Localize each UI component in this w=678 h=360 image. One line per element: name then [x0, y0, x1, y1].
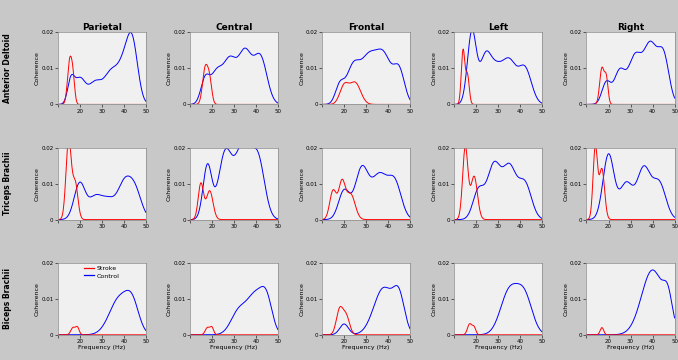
Text: Biceps Brachii: Biceps Brachii	[3, 268, 12, 329]
Y-axis label: Coherence: Coherence	[167, 51, 172, 85]
Title: Parietal: Parietal	[82, 23, 121, 32]
Y-axis label: Coherence: Coherence	[299, 282, 304, 316]
Y-axis label: Coherence: Coherence	[563, 51, 569, 85]
Y-axis label: Coherence: Coherence	[167, 167, 172, 201]
X-axis label: Frequency (Hz): Frequency (Hz)	[607, 345, 654, 350]
Y-axis label: Coherence: Coherence	[563, 282, 569, 316]
Y-axis label: Coherence: Coherence	[431, 51, 437, 85]
Title: Frontal: Frontal	[348, 23, 384, 32]
X-axis label: Frequency (Hz): Frequency (Hz)	[342, 345, 390, 350]
Y-axis label: Coherence: Coherence	[167, 282, 172, 316]
Y-axis label: Coherence: Coherence	[563, 167, 569, 201]
Y-axis label: Coherence: Coherence	[35, 282, 40, 316]
X-axis label: Frequency (Hz): Frequency (Hz)	[78, 345, 125, 350]
Y-axis label: Coherence: Coherence	[431, 167, 437, 201]
Title: Left: Left	[488, 23, 508, 32]
Text: Anterior Deltoid: Anterior Deltoid	[3, 33, 12, 103]
Y-axis label: Coherence: Coherence	[431, 282, 437, 316]
Y-axis label: Coherence: Coherence	[35, 51, 40, 85]
Title: Right: Right	[617, 23, 644, 32]
Text: Triceps Brachii: Triceps Brachii	[3, 152, 12, 215]
Y-axis label: Coherence: Coherence	[299, 51, 304, 85]
Y-axis label: Coherence: Coherence	[299, 167, 304, 201]
Y-axis label: Coherence: Coherence	[35, 167, 40, 201]
Title: Central: Central	[215, 23, 253, 32]
X-axis label: Frequency (Hz): Frequency (Hz)	[210, 345, 258, 350]
Legend: Stroke, Control: Stroke, Control	[84, 266, 119, 279]
X-axis label: Frequency (Hz): Frequency (Hz)	[475, 345, 522, 350]
